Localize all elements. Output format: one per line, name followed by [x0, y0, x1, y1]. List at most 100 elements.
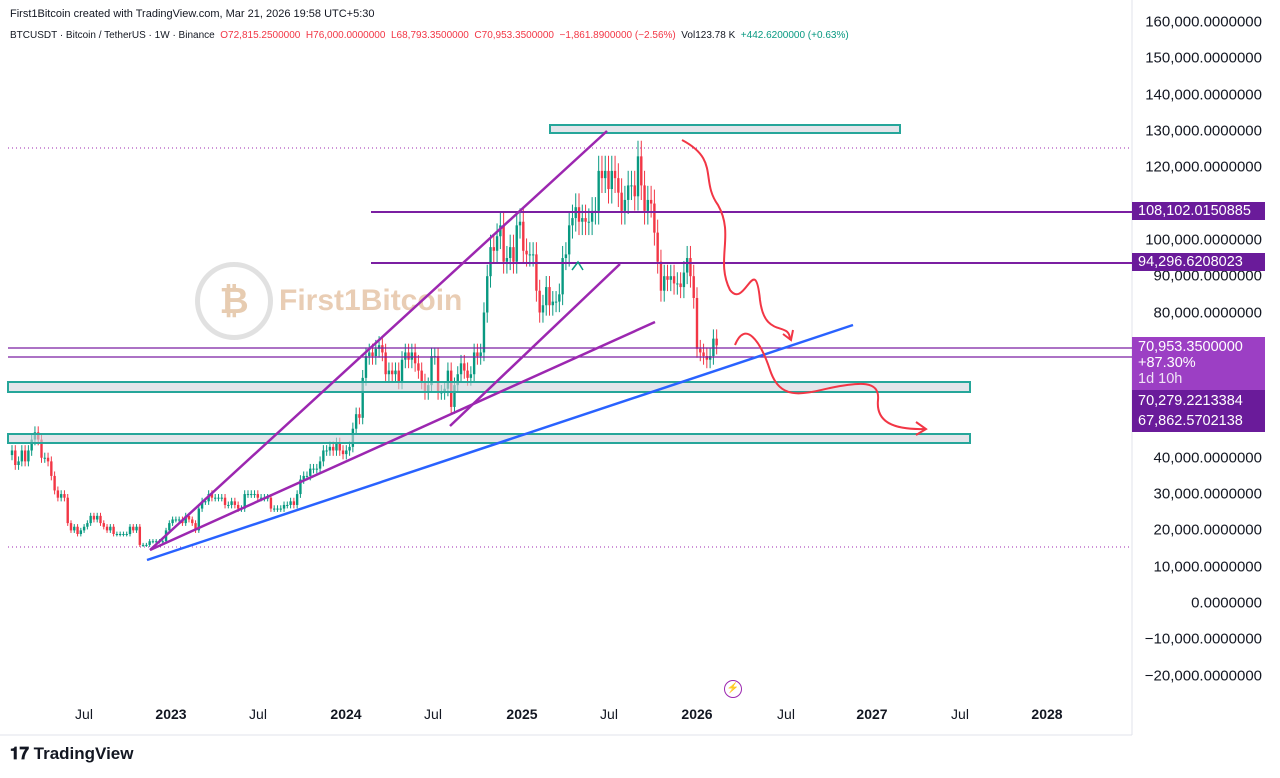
open-value: O72,815.2500000	[220, 30, 301, 41]
trend-line[interactable]	[146, 323, 854, 562]
green-arrow	[571, 260, 584, 271]
candle-body	[387, 370, 391, 375]
candle-body	[646, 199, 650, 211]
volume-value: Vol123.78 K	[681, 30, 736, 41]
candle-body	[692, 276, 695, 298]
drawings[interactable]	[7, 124, 1132, 562]
candle-body	[14, 450, 17, 466]
candle-body	[184, 515, 187, 524]
candle-body	[305, 475, 309, 477]
candle-body	[174, 519, 178, 521]
candle-body	[528, 254, 532, 256]
candle-body	[171, 519, 174, 524]
candle-body	[309, 468, 312, 476]
low-zone-box[interactable]	[7, 433, 971, 444]
candle-body	[561, 258, 564, 295]
candle-body	[30, 439, 33, 451]
watermark-text: First1Bitcoin	[279, 284, 463, 317]
candle-body	[636, 156, 640, 197]
price-tick-label: 130,000.0000000	[1145, 122, 1262, 140]
candle-body	[250, 494, 253, 496]
high-value: H76,000.0000000	[305, 30, 386, 41]
candle-body	[89, 515, 92, 524]
tv-icon: 𝟏𝟕	[10, 744, 29, 763]
candle-body	[436, 356, 440, 393]
candle-body	[128, 526, 132, 535]
symbol-name[interactable]: BTCUSDT · Bitcoin / TetherUS · 1W · Bina…	[10, 30, 215, 41]
candle-body	[46, 457, 50, 462]
candle-body	[204, 501, 207, 503]
channel-mid-line[interactable]	[149, 320, 656, 552]
candle-body	[525, 250, 528, 255]
candles	[10, 140, 718, 547]
candle-body	[649, 199, 653, 204]
candle-body	[223, 497, 227, 505]
candle-body	[404, 352, 407, 360]
price-label-108k: 108,102.0150885	[1132, 202, 1265, 220]
candle-body	[236, 504, 240, 509]
candle-body	[669, 276, 672, 280]
projection-arrow-2[interactable]	[734, 332, 926, 431]
candle-body	[168, 523, 171, 531]
low-value: L68,793.3500000	[391, 30, 469, 41]
candle-body	[620, 192, 623, 211]
candle-body	[541, 305, 545, 313]
candle-body	[348, 446, 351, 451]
candle-body	[371, 352, 374, 357]
candle-body	[486, 276, 489, 313]
candle-body	[515, 225, 518, 262]
channel-upper-line[interactable]	[149, 130, 608, 551]
candle-body	[345, 450, 348, 455]
candle-body	[10, 450, 14, 456]
candle-body	[617, 178, 620, 193]
candle-body	[43, 457, 46, 459]
candle-body	[482, 312, 486, 353]
chart-credit: First1Bitcoin created with TradingView.c…	[10, 8, 375, 20]
candle-body	[708, 356, 712, 360]
time-tick-label: Jul	[600, 706, 618, 722]
price-tick-label: 120,000.0000000	[1145, 158, 1262, 176]
price-tick-label: 30,000.0000000	[1153, 485, 1262, 503]
candle-body	[377, 345, 381, 349]
candle-body	[338, 443, 341, 451]
mid-zone-box[interactable]	[7, 381, 971, 393]
channel-lower-line[interactable]	[449, 263, 621, 427]
candle-body	[446, 370, 450, 389]
candle-body	[335, 443, 338, 451]
candle-body	[607, 170, 610, 190]
candle-body	[397, 370, 400, 382]
current-price: 70,953.3500000	[1138, 339, 1243, 355]
candle-body	[279, 508, 282, 510]
candle-body	[105, 526, 109, 531]
candle-body	[384, 352, 387, 375]
candle-body	[551, 301, 554, 306]
candle-body	[138, 526, 142, 545]
candle-body	[96, 515, 99, 520]
price-tick-label: −10,000.0000000	[1144, 630, 1262, 648]
candle-body	[630, 185, 633, 187]
candle-body	[495, 236, 499, 251]
candle-body	[538, 290, 541, 313]
candle-body	[259, 497, 263, 499]
candle-body	[118, 534, 122, 536]
candle-body	[531, 254, 535, 256]
candle-body	[256, 494, 260, 498]
candle-body	[341, 450, 345, 455]
candle-body	[112, 526, 115, 535]
candle-body	[505, 258, 509, 262]
projection-arrow-1[interactable]	[681, 139, 791, 341]
candle-body	[331, 446, 335, 451]
tv-logo-text: TradingView	[33, 744, 134, 763]
candle-body	[312, 468, 315, 470]
candle-body	[633, 185, 636, 197]
candle-body	[102, 523, 105, 527]
top-zone-box[interactable]	[549, 124, 901, 134]
price-tick-label: 150,000.0000000	[1145, 49, 1262, 67]
candle-body	[282, 504, 286, 509]
candle-body	[610, 170, 613, 190]
candle-body	[702, 352, 705, 357]
lightning-icon[interactable]: ⚡	[724, 680, 742, 698]
candle-body	[191, 519, 194, 524]
candle-body	[40, 439, 43, 458]
